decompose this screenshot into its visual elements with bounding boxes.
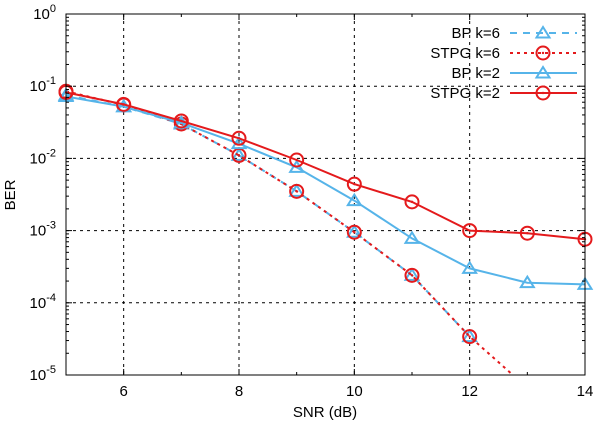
x-tick-label: 12 (461, 383, 478, 400)
series-point-ring (231, 130, 247, 146)
series-point (404, 267, 420, 283)
series-point-dot (468, 335, 471, 338)
series-point (346, 224, 363, 238)
series-point-ring (519, 225, 535, 241)
series-point-ring (346, 224, 362, 240)
legend-marker (534, 25, 552, 39)
series-point-ring (173, 113, 189, 129)
grid (66, 14, 585, 375)
series-layer (57, 83, 594, 376)
tick-labels: 6 8 10 12 14 100 10-1 10-2 10-3 10-4 10-5 (30, 3, 594, 400)
legend-marker-dot (541, 91, 545, 95)
series-point (403, 230, 421, 244)
legend-label: STPG k=2 (430, 85, 500, 102)
series-point (289, 183, 305, 199)
legend-entry: STPG k=6 (430, 45, 577, 62)
series-point-dot (410, 200, 414, 204)
series-point (231, 130, 247, 146)
series-point-ring (346, 176, 362, 192)
x-tick-label: 10 (346, 383, 363, 400)
series-point-dot (410, 274, 414, 277)
series-point (519, 225, 535, 241)
series-2 (57, 88, 594, 290)
legend-label: STPG k=6 (430, 45, 500, 62)
series-line (65, 90, 514, 376)
legend-label: BP k=6 (451, 25, 500, 42)
series-line (65, 91, 586, 241)
y-tick-label: 10-5 (30, 364, 56, 384)
series-point (461, 260, 478, 274)
series-point (404, 194, 420, 210)
series-point-ring (462, 329, 478, 345)
series-point (346, 192, 363, 207)
legend-marker (534, 65, 552, 79)
legend-marker (535, 85, 551, 101)
series-point (519, 274, 536, 289)
series-point (462, 223, 478, 239)
axis-ticks (65, 13, 586, 376)
series-point-ring (404, 194, 420, 210)
y-tick-label: 10-3 (30, 220, 56, 240)
legend-entry: STPG k=2 (430, 85, 577, 102)
legend-marker (535, 45, 551, 61)
legend-label: BP k=2 (451, 65, 500, 82)
series-point (461, 328, 478, 343)
series-point-ring (116, 96, 132, 112)
x-tick-label: 8 (235, 383, 243, 400)
series-point-dot (295, 158, 298, 162)
series-point (116, 96, 132, 112)
series-point-ring (404, 267, 420, 283)
x-tick-label: 6 (119, 383, 127, 400)
series-point-dot (526, 232, 529, 235)
series-point (289, 152, 305, 168)
series-point-dot (295, 190, 298, 193)
y-axis-title: BER (2, 179, 19, 210)
y-tick-label: 100 (33, 3, 56, 23)
legend-entry: BP k=6 (451, 25, 577, 42)
series-point-dot (468, 229, 471, 232)
x-tick-label: 14 (577, 383, 594, 400)
series-point-dot (122, 103, 125, 106)
series-point-ring (289, 152, 305, 168)
series-point-ring (462, 223, 478, 239)
y-tick-label: 10-2 (30, 147, 56, 167)
series-line (65, 94, 471, 338)
series-point (346, 176, 362, 192)
legend: BP k=6 STPG k=6 BP k=2 STPG k=2 (430, 25, 577, 102)
series-point (403, 267, 421, 281)
y-tick-label: 10-1 (30, 75, 56, 95)
legend-entry: BP k=2 (451, 65, 577, 82)
series-point-dot (180, 119, 183, 123)
legend-marker-ring (535, 85, 551, 101)
series-point-dot (353, 182, 356, 186)
series-3 (58, 84, 593, 247)
series-point (173, 113, 189, 129)
series-line (65, 95, 586, 286)
series-point-dot (353, 231, 356, 234)
x-axis-title: SNR (dB) (293, 404, 357, 421)
series-1 (58, 83, 514, 376)
series-point-dot (237, 154, 241, 157)
legend-marker-ring (535, 45, 551, 61)
series-point (288, 183, 305, 197)
series-point-ring (289, 183, 305, 199)
y-tick-label: 10-4 (30, 292, 56, 312)
series-point (346, 224, 362, 240)
series-point (462, 329, 478, 345)
plot-frame (65, 13, 586, 376)
legend-marker-dot (541, 51, 545, 55)
series-0 (57, 87, 478, 343)
series-point-dot (237, 137, 241, 140)
